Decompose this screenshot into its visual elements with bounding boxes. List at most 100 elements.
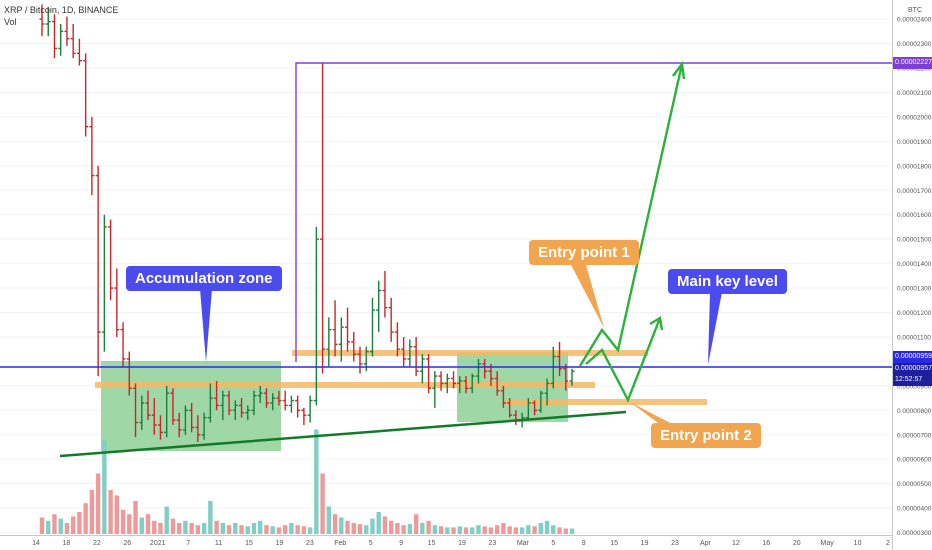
x-tick-label: 5 [369,540,373,547]
y-tick-label: 0.00001100 [897,334,931,341]
entry2-band [505,399,707,405]
volume-bar [307,527,313,534]
volume-bar [301,526,307,534]
accumulation-zone-callout: Accumulation zone [126,266,282,291]
candle [126,351,132,396]
volume-bar [183,520,188,534]
volume-bar [251,523,257,534]
volume-bar [195,525,201,534]
pointer-entry2 [630,402,676,426]
volume-bar [214,520,219,534]
volume-bar [289,523,294,534]
candle [39,4,45,37]
volume-bar [276,527,282,534]
x-tick-label: 18 [63,540,71,547]
volume-bar [189,523,194,534]
candle [326,317,332,367]
candle [401,336,407,367]
candle [151,398,157,435]
volume-bar [270,526,275,534]
volume-bar [95,473,101,534]
candle [357,346,363,374]
candle [332,300,338,357]
volume-bar [463,527,469,534]
y-tick-label: 0.00002300 [897,41,932,48]
candle [295,395,301,418]
volume-bar [220,523,226,534]
volume-bar [264,525,269,534]
candle [313,226,319,406]
x-tick-label: 9 [399,540,403,547]
candle [120,322,126,367]
y-tick-label: 0.00001200 [897,310,932,317]
y-tick-label: 0.00000300 [897,530,932,537]
volume-bar [133,501,138,534]
volume-bar [426,520,431,534]
candle [139,395,145,430]
volume-bar [64,523,70,534]
time-axis[interactable]: 14 18 22 26 2021 7 11 15 19 23 Feb 5 9 15 19 23 Mar 5 9 15 1… [32,540,890,547]
candle [45,6,51,37]
countdown-tag: 12:52:57 [893,374,932,386]
candle [157,415,163,440]
rising-trendline [59,410,627,458]
price-axis[interactable]: 0.00002400 0.00002300 0.00002200 0.00002100… [897,17,932,537]
top-level-price-tag: 0.00002227 [893,57,932,69]
y-tick-label: 0.00002100 [897,90,932,97]
volume-bar [208,501,213,534]
candle [51,14,57,59]
candle [220,390,226,421]
candle [214,380,220,411]
volume-bar [282,525,288,534]
symbol-label: XRP / Bitcoin, 1D, BINANCE [4,5,119,15]
volume-bar [295,525,300,534]
chart-header: XRP / Bitcoin, 1D, BINANCE Vol [4,4,118,28]
candle [320,63,326,374]
candle [133,383,139,438]
volume-bar [501,523,506,534]
volume-bar [46,520,51,534]
candle [432,371,438,408]
volume-bar [326,506,332,534]
candle [83,53,89,137]
volume-bar [507,526,512,534]
volume-bar [476,525,481,534]
x-tick-label: 15 [245,540,253,547]
candle [170,388,176,425]
x-tick-label: 23 [306,540,314,547]
y-tick-label: 0.00001700 [897,188,932,195]
volume-bar [102,440,107,534]
y-tick-label: 0.00001600 [897,212,932,219]
candle [376,280,382,333]
volume-bar [526,525,531,534]
volume-bar [145,514,151,534]
volume-bar [114,495,120,534]
volume-bar [351,523,356,534]
candle [463,376,469,394]
projection-arrow-alt [585,317,662,403]
candle [201,412,207,440]
candle [394,322,400,357]
candle [182,405,188,435]
candle [263,388,269,408]
candle [482,358,488,379]
volume-bar [382,516,388,534]
volume-bar [58,518,63,534]
last-price-tag: 0.00000957 [893,363,932,375]
candle [388,297,394,342]
y-tick-label: 0.00002200 [897,66,932,73]
candle [70,24,76,59]
pointer-entry1 [571,265,604,328]
volume-bar [70,516,76,534]
volume-bar [432,525,438,534]
candle [226,390,232,416]
candle [239,398,245,418]
x-tick-label: 22 [93,540,101,547]
arrow-head-main [672,60,686,80]
volume-bar [345,520,350,534]
x-tick-label: 19 [641,540,649,547]
candle [176,412,182,438]
volume-bar [176,523,182,534]
x-tick-label: Mar [517,540,530,547]
volume-bar [420,523,425,534]
